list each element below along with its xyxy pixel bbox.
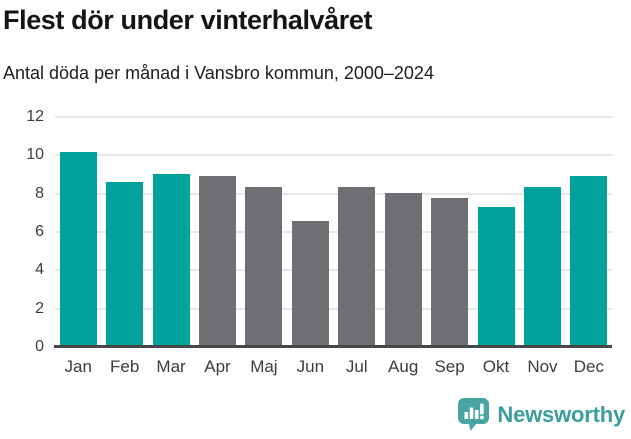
bars-container — [55, 117, 612, 347]
gridline-8 — [55, 192, 612, 195]
x-tick-label-jul: Jul — [345, 357, 368, 376]
x-tick-label-maj: Maj — [250, 357, 278, 376]
bar-aug — [384, 192, 422, 347]
bar-nov — [523, 186, 561, 347]
x-tick-label-mar: Mar — [156, 357, 186, 376]
x-tick-label-nov: Nov — [527, 357, 558, 376]
bar-jun — [291, 220, 329, 347]
bar-column-apr — [194, 117, 240, 347]
y-tick-label-0: 0 — [35, 338, 44, 355]
bar-column-okt — [473, 117, 519, 347]
x-tick-label-jun: Jun — [296, 357, 325, 376]
bar-column-feb — [101, 117, 147, 347]
bar-column-jun — [287, 117, 333, 347]
newsworthy-logo[interactable]: Newsworthy — [457, 397, 625, 432]
bar-maj — [245, 186, 283, 347]
x-axis-line — [54, 345, 612, 348]
bar-mar — [152, 173, 190, 347]
bar-column-aug — [380, 117, 426, 347]
bar-jan — [59, 152, 97, 347]
bar-dec — [570, 176, 608, 347]
gridline-12 — [55, 116, 612, 118]
bar-column-mar — [148, 117, 194, 347]
bar-column-dec — [566, 117, 612, 347]
newsworthy-brand-text: Newsworthy — [497, 401, 625, 427]
bar-column-maj — [241, 117, 287, 347]
y-tick-label-4: 4 — [35, 261, 44, 279]
bar-column-jul — [334, 117, 380, 347]
y-tick-label-6: 6 — [35, 223, 44, 240]
x-tick-label-apr: Apr — [204, 357, 231, 376]
chart-subtitle: Antal döda per månad i Vansbro kommun, 2… — [3, 63, 434, 83]
bar-okt — [477, 207, 515, 347]
x-tick-label-okt: Okt — [482, 357, 510, 376]
bar-feb — [106, 182, 144, 347]
x-tick-label-dec: Dec — [573, 357, 604, 376]
bar-column-sep — [426, 117, 472, 347]
chart-title: Flest dör under vinterhalvåret — [3, 5, 373, 35]
bar-column-nov — [519, 117, 565, 347]
bar-chart-plot-area — [55, 116, 612, 347]
bar-sep — [431, 197, 469, 347]
newsworthy-bubble-chart-icon — [457, 397, 490, 432]
y-tick-label-2: 2 — [35, 299, 44, 317]
gridline-2 — [55, 307, 612, 310]
x-tick-label-sep: Sep — [434, 357, 465, 376]
y-tick-label-12: 12 — [26, 108, 44, 125]
gridline-4 — [55, 269, 612, 272]
x-tick-label-feb: Feb — [109, 357, 140, 376]
bar-column-jan — [55, 117, 101, 347]
x-axis-tick-labels: Jan Feb Mar Apr Maj Jun Jul Aug Sep Okt Nov Dec — [55, 357, 612, 377]
bar-apr — [198, 176, 236, 347]
y-tick-label-10: 10 — [26, 146, 44, 164]
x-tick-label-jan: Jan — [64, 357, 92, 376]
gridline-6 — [55, 231, 612, 233]
gridline-10 — [55, 154, 612, 157]
bar-jul — [338, 186, 376, 347]
x-tick-label-aug: Aug — [388, 357, 419, 376]
y-tick-label-8: 8 — [35, 184, 44, 202]
